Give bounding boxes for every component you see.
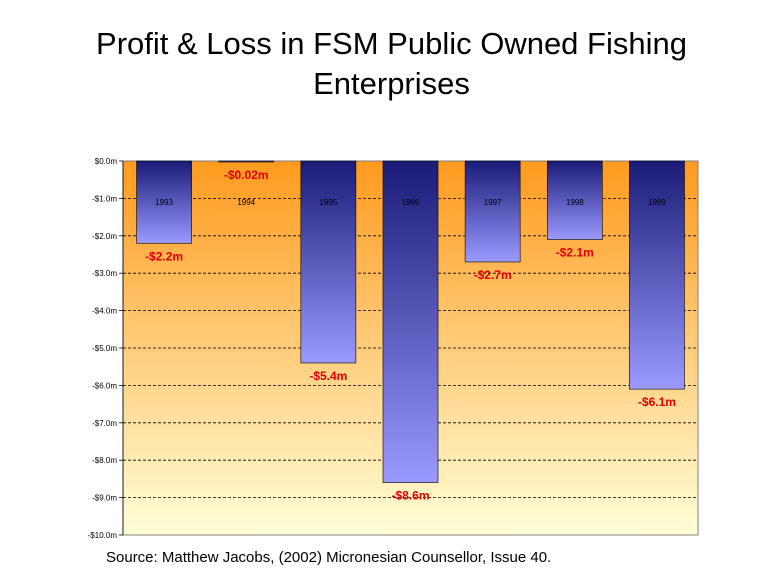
y-tick-label: -$8.0m <box>92 456 117 465</box>
data-label: -$2.1m <box>556 246 594 260</box>
data-label: -$6.1m <box>638 395 676 409</box>
bar <box>218 160 275 163</box>
category-label: 1999 <box>648 198 666 207</box>
category-label: 1994 <box>237 198 255 207</box>
y-tick-label: -$7.0m <box>92 419 117 428</box>
bar <box>546 160 603 240</box>
y-tick-label: -$2.0m <box>92 232 117 241</box>
y-tick-label: -$5.0m <box>92 344 117 353</box>
data-label: -$8.6m <box>391 489 429 503</box>
y-tick-label: -$3.0m <box>92 269 117 278</box>
bar <box>136 160 192 244</box>
bar <box>464 160 521 263</box>
data-label: -$2.7m <box>474 268 512 282</box>
category-label: 1997 <box>484 198 502 207</box>
data-label: -$2.2m <box>145 249 183 263</box>
y-tick-label: -$4.0m <box>92 307 117 316</box>
bar <box>300 160 357 364</box>
y-tick-label: -$1.0m <box>92 194 117 203</box>
bar <box>382 160 439 483</box>
chart-title-line1: Profit & Loss in FSM Public Owned Fishin… <box>96 26 687 61</box>
y-tick-label: -$6.0m <box>92 381 117 390</box>
chart-title: Profit & Loss in FSM Public Owned Fishin… <box>0 24 783 104</box>
y-tick-label: $0.0m <box>95 157 118 166</box>
source-note: Source: Matthew Jacobs, (2002) Micronesi… <box>106 549 552 566</box>
data-label: -$0.02m <box>224 168 269 182</box>
chart-title-line2: Enterprises <box>313 66 470 101</box>
bar <box>629 160 685 390</box>
category-label: 1998 <box>566 198 584 207</box>
data-label: -$5.4m <box>309 369 347 383</box>
category-label: 1995 <box>319 198 337 207</box>
y-tick-label: -$9.0m <box>92 494 117 503</box>
category-label: 1993 <box>155 198 173 207</box>
category-label: 1996 <box>402 198 420 207</box>
y-tick-label: -$10.0m <box>88 531 118 540</box>
